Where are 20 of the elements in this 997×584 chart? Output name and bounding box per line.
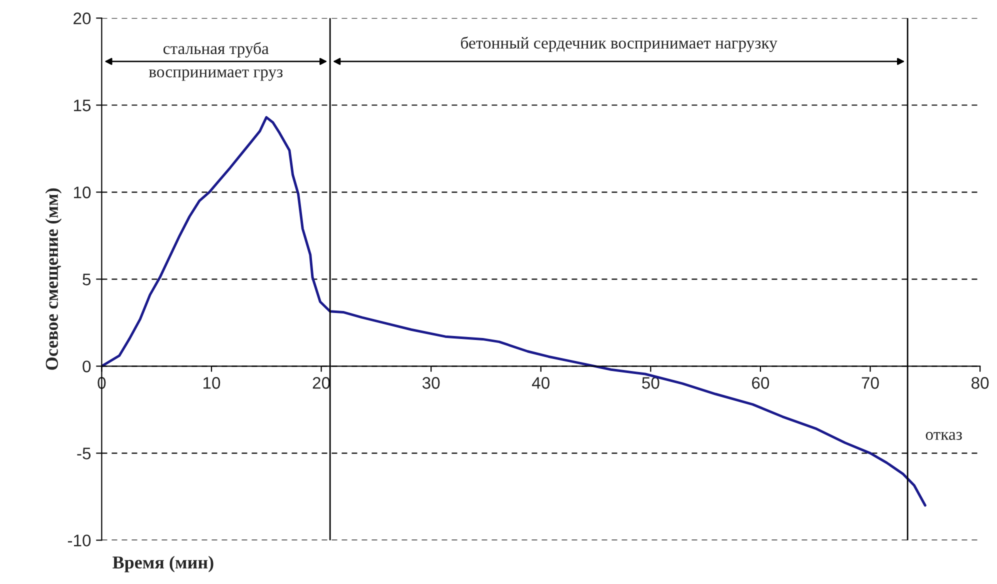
y-tick-label: -10 [68, 534, 91, 546]
annotation: стальная труба воспринимает груз [148, 42, 283, 81]
y-tick-label: -5 [77, 448, 91, 460]
x-tick-label: 80 [972, 377, 989, 389]
annotation: отказ [926, 432, 962, 440]
x-tick-label: 70 [862, 377, 879, 389]
y-tick-label: 5 [82, 274, 91, 286]
y-tick-label: 15 [74, 100, 91, 112]
x-tick-label: 20 [312, 377, 330, 389]
x-tick-label: 50 [642, 377, 660, 389]
y-tick-label: 10 [74, 186, 91, 198]
y-tick-label: 0 [82, 360, 91, 372]
x-axis-title: Время (мин) [112, 556, 214, 572]
y-axis-title: Осевое смещение (мм) [45, 188, 62, 370]
x-tick-label: 10 [203, 377, 220, 389]
x-tick-label: 40 [532, 377, 550, 389]
x-tick-label: 30 [422, 377, 440, 389]
x-tick-label: 60 [752, 377, 770, 389]
annotation: бетонный сердечник воспринимает нагрузку [461, 36, 778, 52]
y-tick-label: 20 [74, 12, 91, 24]
